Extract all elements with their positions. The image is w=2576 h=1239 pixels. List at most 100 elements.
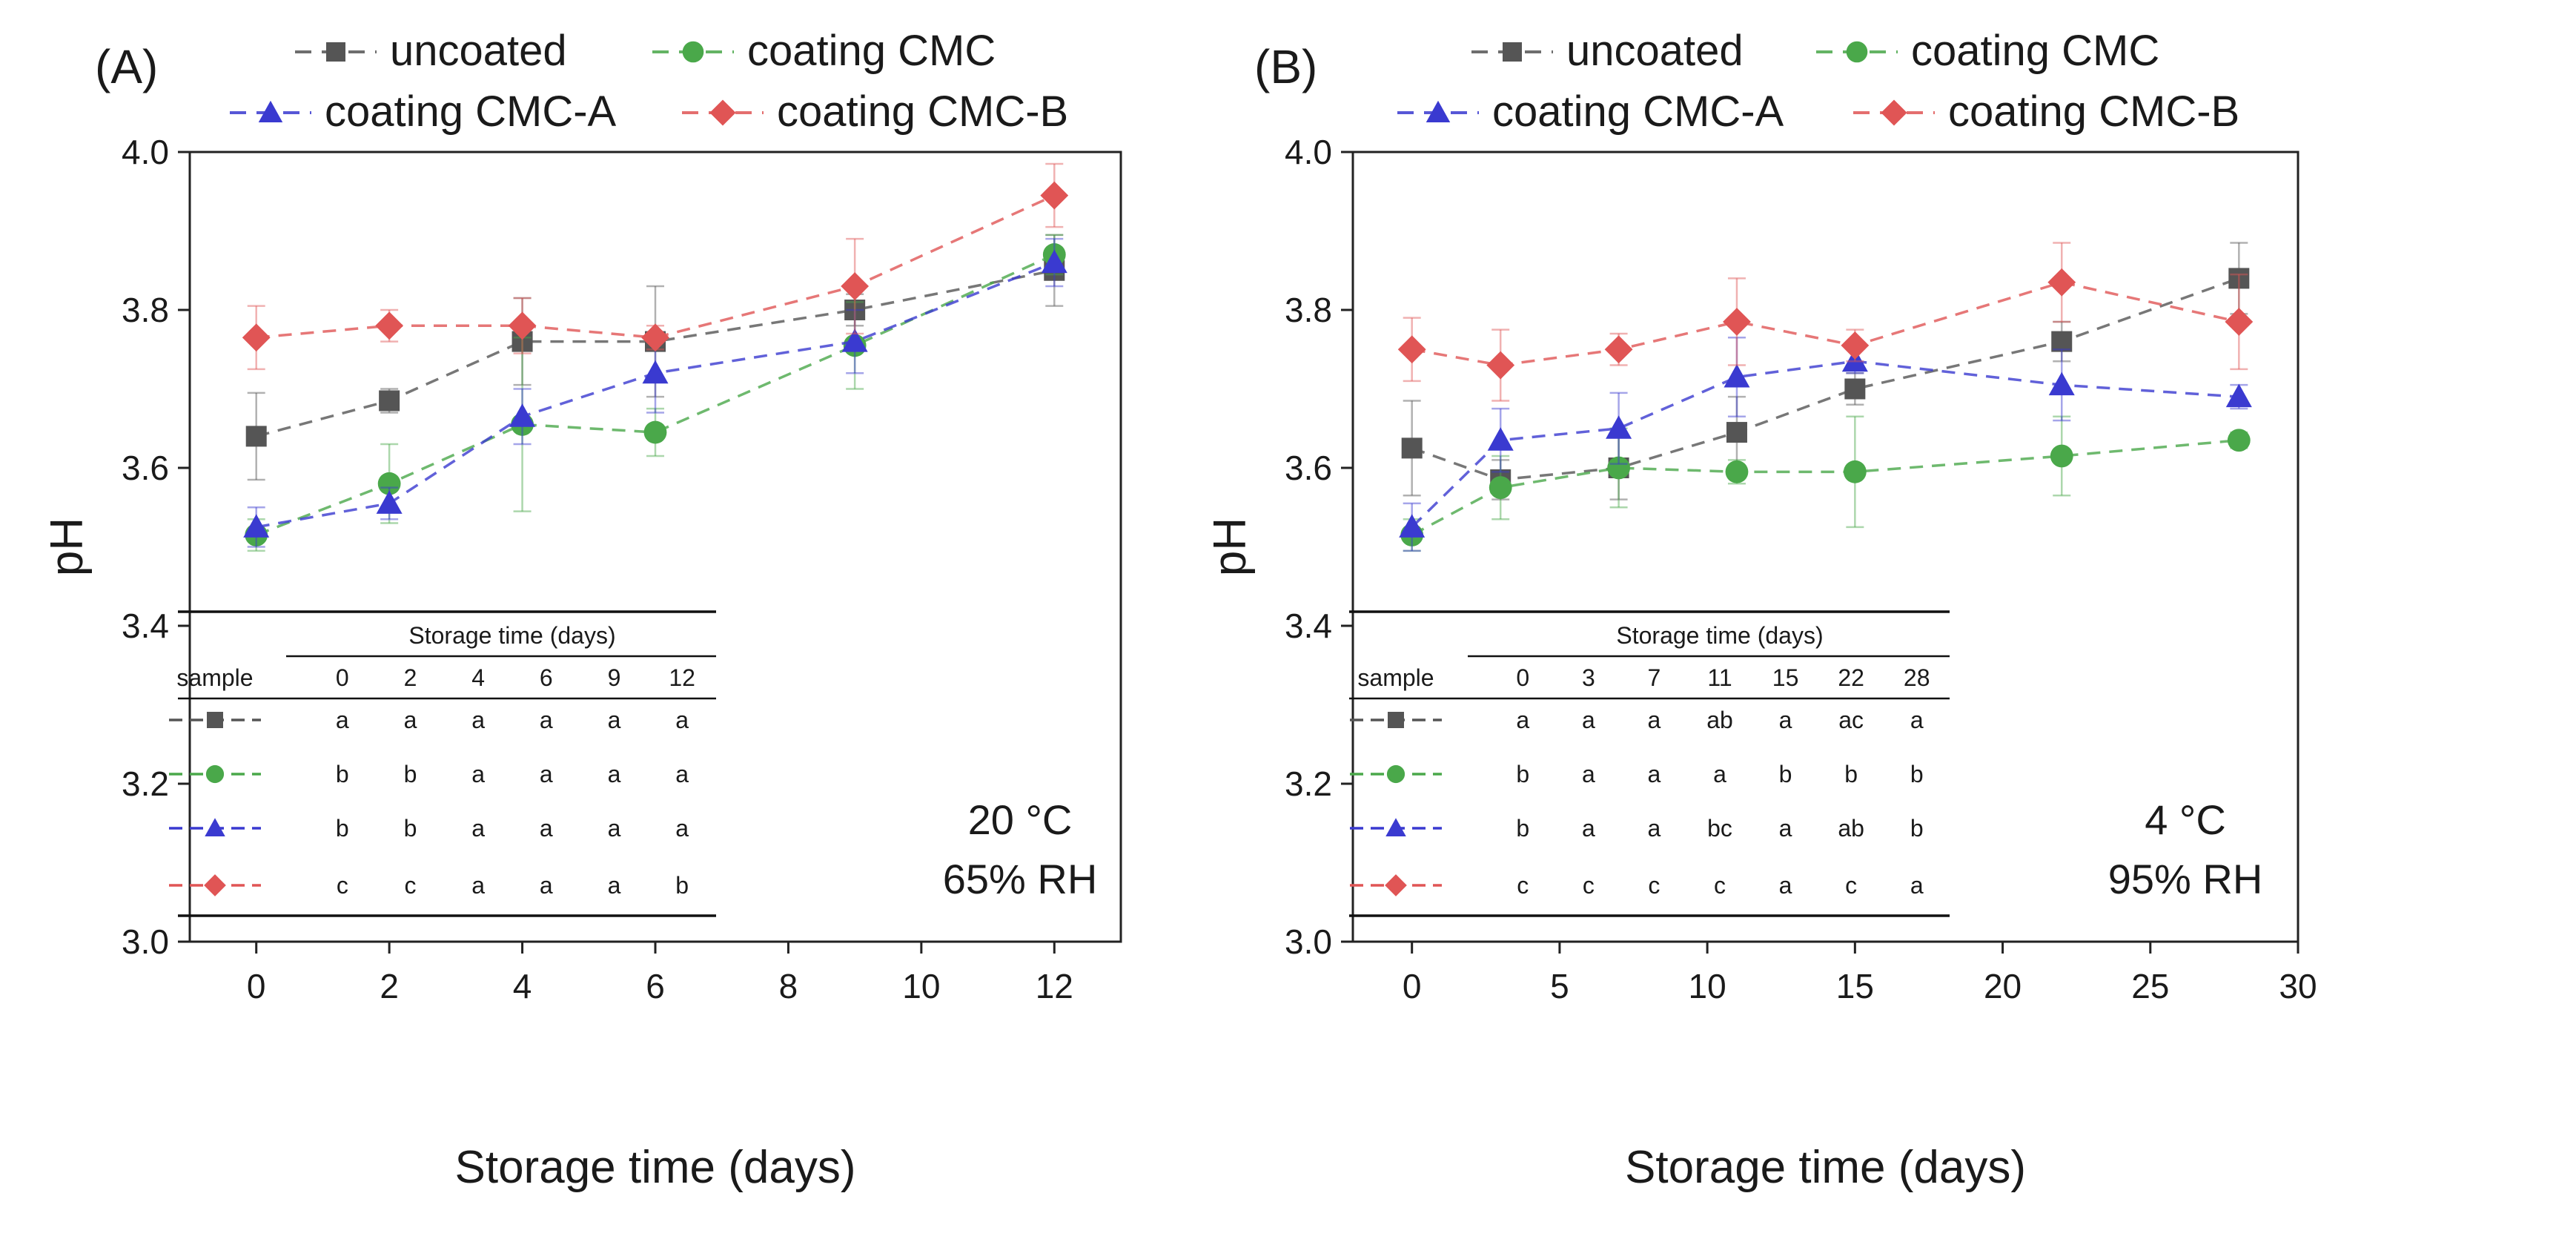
data-point <box>1604 335 1633 364</box>
data-point <box>2047 268 2076 297</box>
table-cell: c <box>1583 872 1595 899</box>
significance-table: Storage time (days)sample 0 3 7 11 15 22 28a a a a… <box>1349 610 1950 917</box>
data-point <box>2051 331 2073 352</box>
table-cell: b <box>1910 761 1924 787</box>
data-point <box>1723 308 1751 336</box>
data-point <box>1606 415 1632 439</box>
panel-label: (A) <box>95 40 158 93</box>
table-day-header: 9 <box>608 664 621 691</box>
data-point <box>376 490 403 514</box>
table-day-header: 4 <box>471 664 485 691</box>
x-tick-label: 0 <box>247 967 266 1005</box>
x-tick-label: 20 <box>1984 967 2022 1005</box>
data-point <box>377 472 401 495</box>
table-day-header: 11 <box>1707 664 1732 691</box>
data-point <box>1489 476 1512 500</box>
x-tick-label: 12 <box>1036 967 1073 1005</box>
table-cell: a <box>1779 707 1792 733</box>
x-tick-label: 5 <box>1550 967 1569 1005</box>
table-cell: a <box>1910 872 1924 899</box>
data-point <box>642 360 669 384</box>
table-cell: a <box>608 761 621 787</box>
table-header: Storage time (days) <box>1616 622 1823 649</box>
legend-label: coating CMC-A <box>325 87 617 136</box>
table-cell: b <box>1779 761 1792 787</box>
legend-marker <box>1426 100 1451 122</box>
table-cell: ab <box>1838 815 1864 842</box>
legend-label: coating CMC-B <box>777 87 1068 136</box>
legend-item-coating_cmc_b: coating CMC-B <box>682 87 1068 136</box>
table-cell: c <box>405 872 417 899</box>
data-point <box>1843 460 1867 483</box>
data-point <box>1401 437 1423 459</box>
table-cell: c <box>1517 872 1529 899</box>
y-tick-label: 3.8 <box>122 291 169 329</box>
table-cell: c <box>1714 872 1726 899</box>
data-point <box>379 390 400 412</box>
data-point <box>844 300 866 320</box>
x-tick-label: 10 <box>1689 967 1726 1005</box>
series-line <box>256 194 1056 340</box>
legend-marker <box>709 99 736 126</box>
table-cell: a <box>1910 707 1924 733</box>
table-row-marker <box>204 874 226 896</box>
table-cell: b <box>336 815 349 842</box>
legend-marker <box>1846 41 1868 63</box>
table-row: b a a bc a ab b <box>1350 815 1924 842</box>
data-point <box>1041 249 1067 274</box>
legend-label: coating CMC-B <box>1948 87 2239 136</box>
data-point <box>508 311 537 340</box>
y-tick-label: 3.0 <box>1285 922 1332 961</box>
table-cell: a <box>540 815 553 842</box>
data-point <box>2050 444 2073 468</box>
table-cell: a <box>1648 707 1661 733</box>
x-tick-label: 2 <box>380 967 399 1005</box>
legend-item-coating_cmc_a: coating CMC-A <box>230 87 617 136</box>
table-cell: a <box>608 815 621 842</box>
table-cell: a <box>540 872 553 899</box>
series-coating_cmc_a <box>1399 337 2252 552</box>
series-coating_cmc_a <box>243 237 1067 548</box>
legend-marker <box>1881 99 1907 126</box>
table-cell: a <box>1779 815 1792 842</box>
table-cell: ac <box>1838 707 1864 733</box>
table-cell: a <box>1582 761 1595 787</box>
table-cell: a <box>404 707 417 733</box>
x-tick-label: 25 <box>2131 967 2169 1005</box>
significance-table: Storage time (days) sample 0 2 4 6 9 12 a a a a a a b b… <box>169 610 716 917</box>
table-cell: c <box>337 872 348 899</box>
table-sample-label: sample <box>176 664 253 691</box>
table-cell: b <box>404 815 417 842</box>
series-line <box>256 261 1055 529</box>
table-cell: a <box>540 707 553 733</box>
legend-marker <box>326 42 345 62</box>
legend-label: coating CMC <box>1911 27 2159 75</box>
table-cell: a <box>1648 761 1661 787</box>
x-tick-label: 10 <box>902 967 940 1005</box>
series-line <box>256 269 1055 438</box>
table-cell: a <box>608 872 621 899</box>
data-point <box>1397 335 1426 364</box>
data-point <box>641 323 669 352</box>
table-day-header: 28 <box>1904 664 1930 691</box>
table-cell: b <box>1516 761 1529 787</box>
x-axis-title: Storage time (days) <box>1625 1142 2026 1193</box>
table-cell: a <box>1582 815 1595 842</box>
y-tick-label: 3.2 <box>122 764 169 803</box>
legend-item-uncoated: uncoated <box>1471 27 1744 75</box>
table-cell: ab <box>1706 707 1733 733</box>
legend-label: uncoated <box>1566 27 1744 75</box>
table-cell: a <box>336 707 349 733</box>
data-point <box>1841 348 1868 372</box>
panel-b: (B) uncoated coating CMC coating CMC-A coati… <box>1205 27 2317 1193</box>
data-point <box>1486 351 1515 380</box>
x-tick-label: 0 <box>1403 967 1422 1005</box>
condition-temperature: 4 °C <box>2145 796 2226 843</box>
condition-humidity: 65% RH <box>943 856 1098 902</box>
table-cell: b <box>336 761 349 787</box>
table-cell: a <box>1779 872 1792 899</box>
